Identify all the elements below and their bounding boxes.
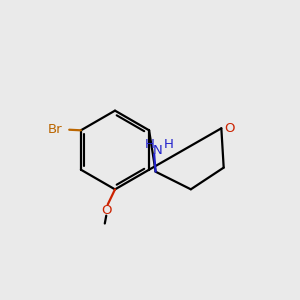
Text: N: N [153, 144, 163, 157]
Text: H: H [164, 138, 173, 151]
Text: O: O [224, 122, 235, 135]
Text: O: O [101, 204, 112, 217]
Text: H: H [144, 138, 154, 151]
Text: Br: Br [48, 123, 63, 136]
